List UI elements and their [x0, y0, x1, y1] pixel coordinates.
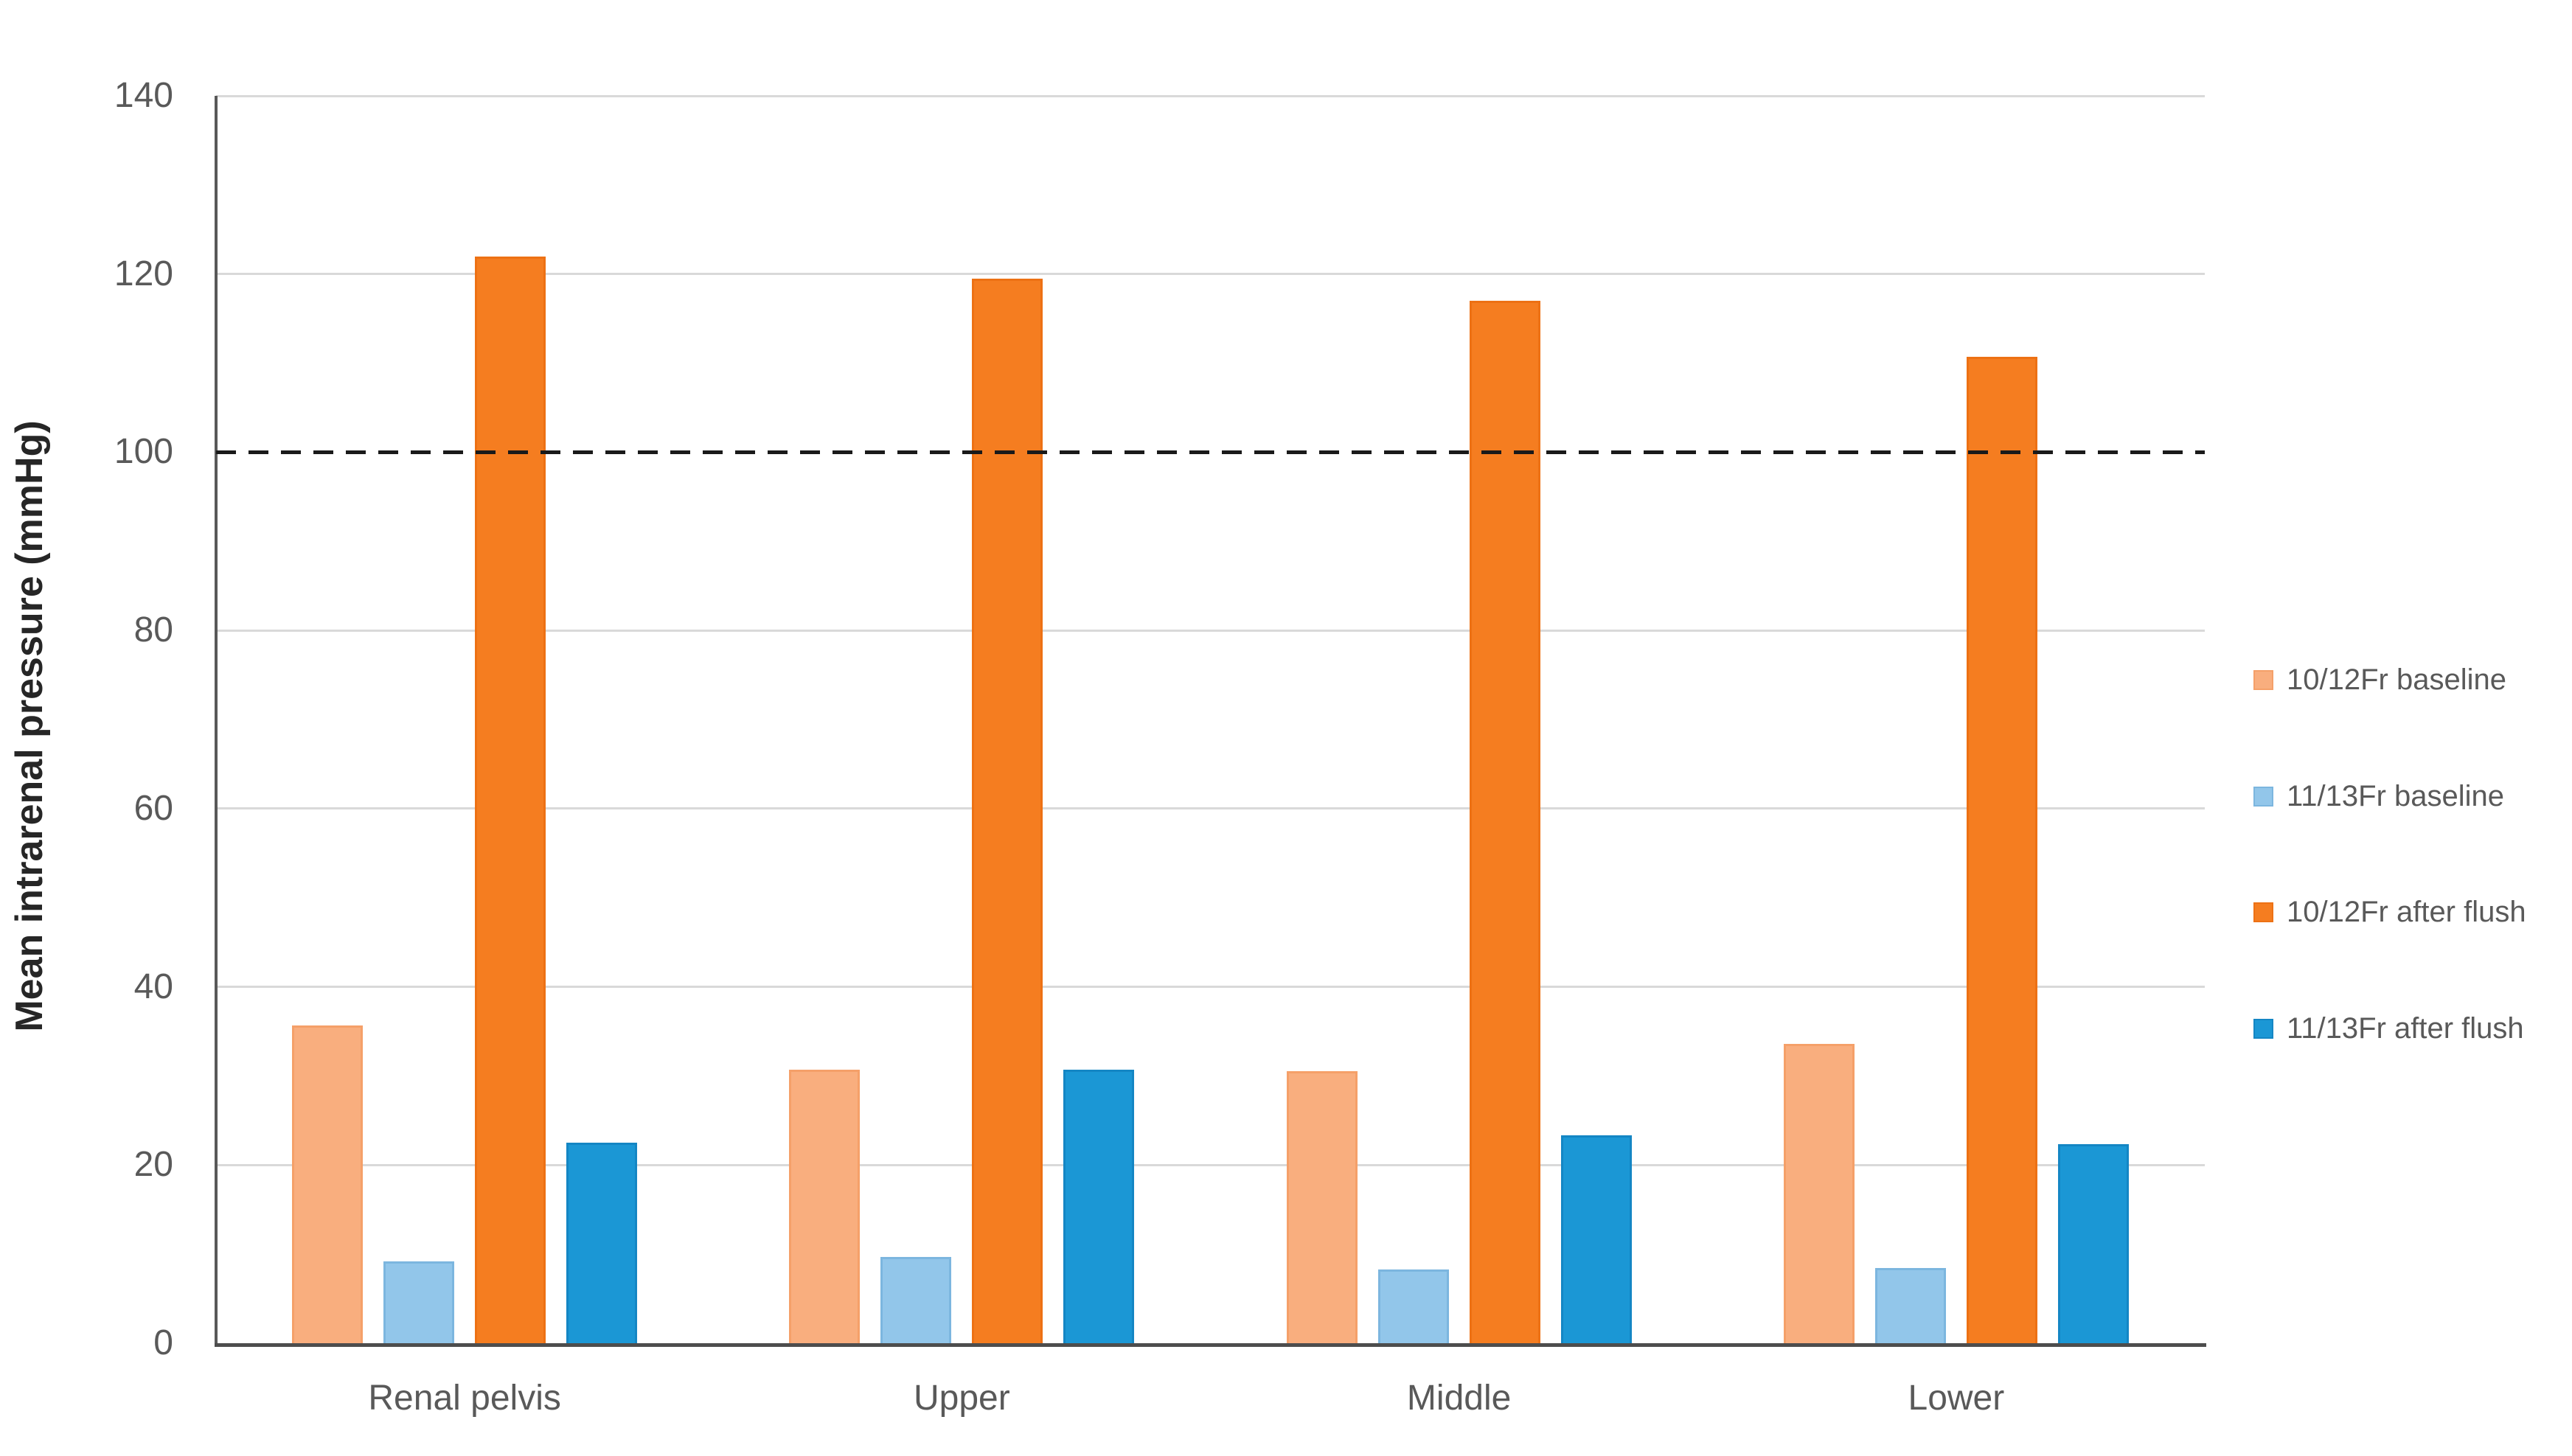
y-tick-label-60: 60 [133, 788, 173, 828]
x-category-label-renal-pelvis: Renal pelvis [368, 1379, 561, 1418]
x-category-label-middle: Middle [1406, 1379, 1512, 1418]
y-tick-label-20: 20 [133, 1145, 173, 1185]
gridline-40 [216, 986, 2205, 989]
legend-label-11-13fr-after-flush: 11/13Fr after flush [2287, 1012, 2524, 1045]
bar-11-13fr-baseline-upper [880, 1256, 952, 1343]
legend-item-11-13fr-after-flush: 11/13Fr after flush [2253, 1011, 2524, 1046]
bar-10-12fr-after-flush-renal-pelvis [475, 256, 546, 1343]
legend-item-10-12fr-baseline: 10/12Fr baseline [2253, 662, 2506, 697]
gridline-60 [216, 807, 2205, 810]
legend-label-10-12fr-baseline: 10/12Fr baseline [2287, 663, 2506, 696]
gridline-120 [216, 273, 2205, 276]
bar-10-12fr-baseline-upper [789, 1069, 861, 1343]
bar-10-12fr-baseline-middle [1286, 1071, 1358, 1343]
legend-item-11-13fr-baseline: 11/13Fr baseline [2253, 778, 2504, 814]
x-category-label-lower: Lower [1908, 1379, 2005, 1418]
x-category-label-upper: Upper [914, 1379, 1010, 1418]
bar-11-13fr-baseline-middle [1377, 1269, 1449, 1343]
bar-10-12fr-after-flush-middle [1469, 300, 1540, 1343]
bar-11-13fr-after-flush-middle [1560, 1135, 1632, 1343]
y-axis-line [215, 96, 218, 1346]
bar-10-12fr-after-flush-lower [1966, 357, 2037, 1343]
bar-11-13fr-after-flush-lower [2057, 1144, 2129, 1343]
x-axis-line [215, 1343, 2206, 1347]
bar-11-13fr-after-flush-renal-pelvis [566, 1143, 638, 1343]
y-tick-label-100: 100 [114, 432, 173, 472]
bar-11-13fr-baseline-lower [1874, 1268, 1946, 1343]
legend-item-10-12fr-after-flush: 10/12Fr after flush [2253, 894, 2526, 930]
legend-swatch-10-12fr-baseline [2253, 669, 2273, 690]
legend-label-10-12fr-after-flush: 10/12Fr after flush [2287, 896, 2526, 928]
bar-10-12fr-after-flush-upper [972, 278, 1043, 1343]
reference-line-100mmhg [216, 450, 2205, 454]
legend-swatch-11-13fr-after-flush [2253, 1018, 2273, 1039]
bar-11-13fr-baseline-renal-pelvis [383, 1261, 455, 1343]
legend-swatch-10-12fr-after-flush [2253, 902, 2273, 922]
gridline-140 [216, 94, 2205, 97]
bar-10-12fr-baseline-lower [1783, 1043, 1855, 1343]
y-tick-label-120: 120 [114, 254, 173, 293]
legend-swatch-11-13fr-baseline [2253, 786, 2273, 807]
plot-area [216, 94, 2205, 1343]
y-tick-label-0: 0 [153, 1323, 173, 1362]
y-tick-label-140: 140 [114, 76, 173, 115]
bar-11-13fr-after-flush-upper [1063, 1069, 1135, 1343]
y-tick-label-40: 40 [133, 966, 173, 1006]
y-axis-title: Mean intrarenal pressure (mmHg) [8, 420, 51, 1032]
y-tick-label-80: 80 [133, 610, 173, 650]
legend-label-11-13fr-baseline: 11/13Fr baseline [2287, 780, 2504, 812]
gridline-80 [216, 629, 2205, 632]
bar-10-12fr-baseline-renal-pelvis [292, 1025, 364, 1343]
gridline-20 [216, 1163, 2205, 1166]
